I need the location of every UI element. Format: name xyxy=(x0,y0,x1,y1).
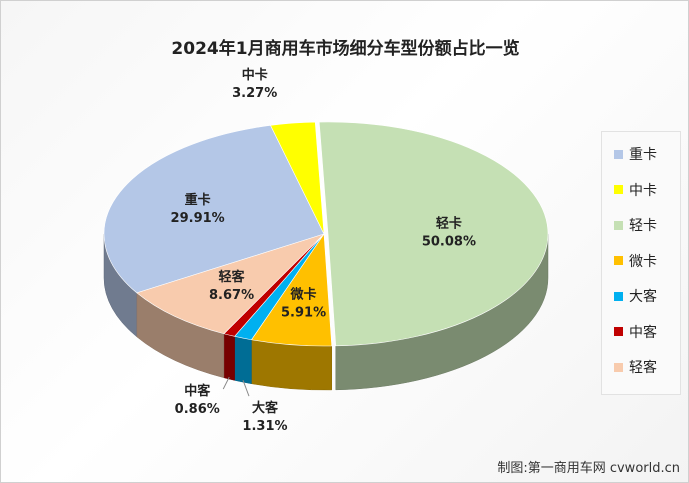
slice-name-label: 中客 xyxy=(184,383,211,399)
legend-label: 中卡 xyxy=(629,182,657,199)
pie-side-大客 xyxy=(234,336,252,385)
leader-line-大客 xyxy=(242,379,250,397)
legend-label: 轻客 xyxy=(629,360,657,376)
slice-name-label: 中卡 xyxy=(242,67,268,83)
chart-credit: 制图:第一商用车网 cvworld.cn xyxy=(497,461,680,476)
chart-title: 2024年1月商用车市场细分车型份额占比一览 xyxy=(171,39,520,59)
legend-label: 轻卡 xyxy=(629,218,657,234)
legend-item: 中卡 xyxy=(614,180,657,200)
legend-item: 微卡 xyxy=(614,251,657,271)
legend-swatch xyxy=(614,185,623,194)
legend-label: 大客 xyxy=(629,289,657,305)
legend-item: 轻客 xyxy=(614,357,657,377)
legend-swatch xyxy=(614,149,623,159)
slice-value-label: 5.91% xyxy=(281,306,326,321)
pie-side-微卡 xyxy=(251,339,333,391)
slice-value-label: 3.27% xyxy=(232,86,277,101)
legend-item: 重卡 xyxy=(614,144,657,164)
slice-value-label: 0.86% xyxy=(175,402,220,417)
slice-value-label: 1.31% xyxy=(242,419,287,434)
legend-swatch xyxy=(614,362,623,372)
legend-swatch xyxy=(614,220,623,230)
legend-label: 微卡 xyxy=(629,253,657,270)
slice-name-label: 大客 xyxy=(252,400,279,416)
legend-swatch xyxy=(614,256,623,265)
legend-swatch xyxy=(614,327,623,336)
slice-value-label: 29.91% xyxy=(171,211,225,226)
leader-line-中客 xyxy=(222,376,230,390)
legend-swatch xyxy=(614,291,623,301)
pie-slice-轻客 xyxy=(136,233,325,335)
legend-item: 轻卡 xyxy=(614,215,657,235)
legend-label: 中客 xyxy=(629,324,657,341)
slice-name-label: 重卡 xyxy=(185,192,211,208)
legend-item: 中客 xyxy=(614,322,657,342)
slice-name-label: 微卡 xyxy=(290,287,317,303)
pie-slice-轻卡 xyxy=(318,121,549,347)
slice-name-label: 轻卡 xyxy=(436,216,462,232)
legend-label: 重卡 xyxy=(629,147,657,163)
pie-slice-中卡 xyxy=(270,121,325,235)
pie-side-中客 xyxy=(223,333,235,381)
slice-value-label: 50.08% xyxy=(422,235,476,250)
slice-name-label: 轻客 xyxy=(219,269,246,285)
chart-legend: 重卡中卡轻卡微卡大客中客轻客 xyxy=(601,131,681,395)
slice-value-label: 8.67% xyxy=(209,288,254,303)
legend-item: 大客 xyxy=(614,286,657,306)
